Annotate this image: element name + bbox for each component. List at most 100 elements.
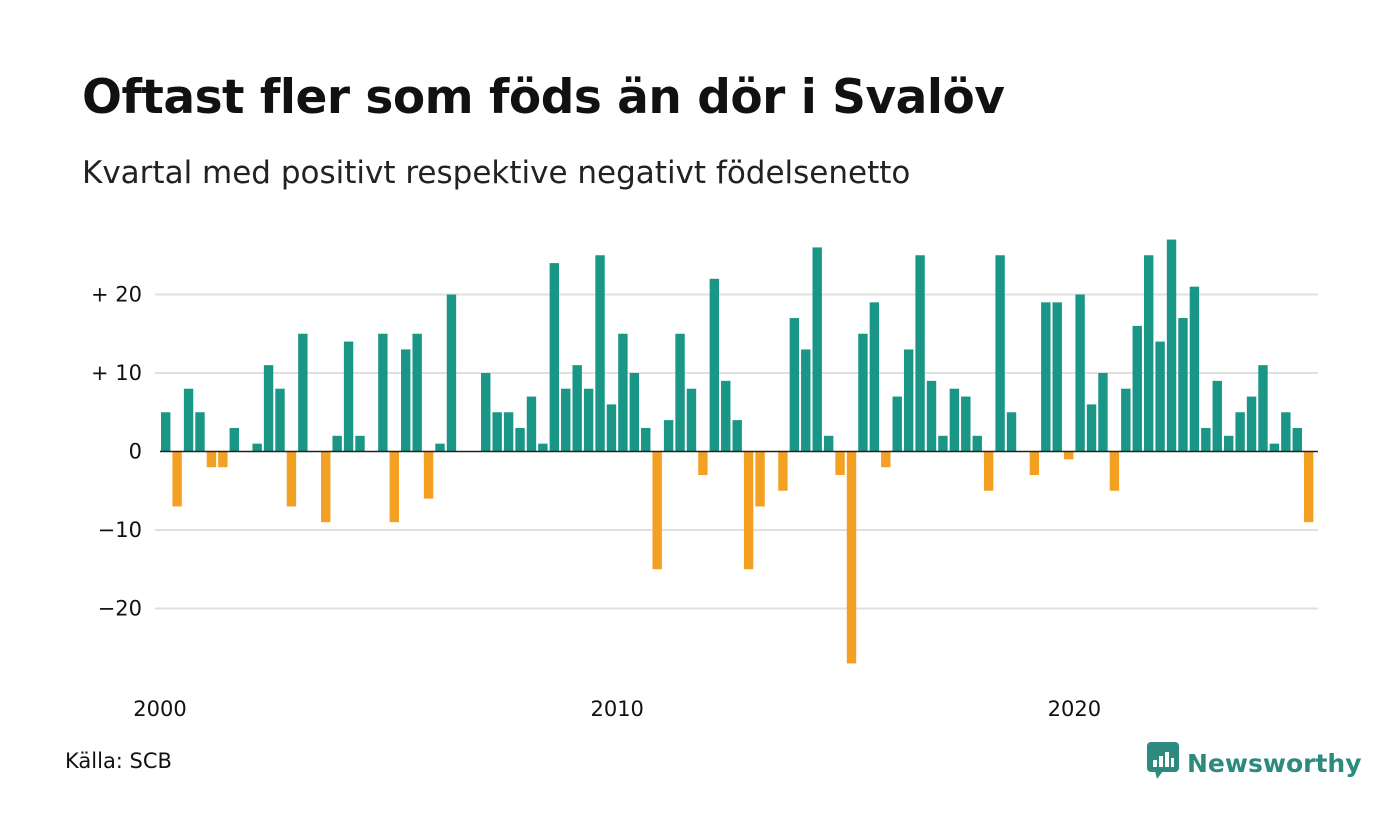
bar (606, 404, 617, 452)
bar (332, 435, 342, 452)
bar (252, 443, 262, 452)
bar (1166, 239, 1177, 452)
chart-title: Oftast fler som föds än dör i Svalöv (82, 70, 1005, 125)
bar (881, 451, 891, 468)
y-tick-label: + 10 (91, 361, 142, 385)
bar (423, 451, 434, 499)
brand-logo[interactable]: Newsworthy (1147, 742, 1362, 784)
bar (743, 451, 754, 570)
bar (161, 412, 171, 452)
bar (823, 435, 834, 452)
bar (801, 349, 811, 452)
bar (641, 427, 651, 452)
bar (812, 247, 822, 452)
bar (1086, 404, 1097, 452)
bar (206, 451, 217, 468)
bar (446, 294, 457, 452)
bar (983, 451, 994, 491)
bar (1109, 451, 1120, 491)
bar (183, 388, 194, 452)
bar (1281, 412, 1291, 452)
y-tick-label: 0 (129, 440, 142, 464)
bar (389, 451, 399, 523)
bar (172, 451, 182, 507)
bar (355, 435, 365, 452)
bar (1075, 294, 1085, 452)
bar (1292, 427, 1302, 452)
bars (161, 239, 1314, 664)
bar (1304, 451, 1314, 523)
bar (618, 333, 628, 452)
source-note: Källa: SCB (65, 749, 172, 773)
bar (1041, 302, 1051, 452)
bar (1235, 412, 1245, 452)
bar (1269, 443, 1280, 452)
bar (401, 349, 411, 452)
bar (652, 451, 662, 570)
bar (503, 412, 514, 452)
bar (1189, 286, 1200, 452)
gridlines (155, 293, 1318, 610)
y-tick-label: −20 (98, 597, 142, 621)
bar (629, 373, 640, 452)
bar (698, 451, 708, 476)
bar (789, 318, 800, 452)
chart-subtitle: Kvartal med positivt respektive negativt… (82, 155, 911, 191)
bar (721, 380, 731, 452)
bar (492, 412, 502, 452)
bar (1212, 380, 1222, 452)
x-axis: 2000 2010 2020 (133, 697, 1101, 721)
bar (286, 451, 297, 507)
bar (1132, 325, 1142, 452)
bar (481, 373, 491, 452)
bar (1258, 365, 1268, 452)
bar (1063, 451, 1074, 460)
bar (686, 388, 697, 452)
bar (195, 412, 205, 452)
bar (1006, 412, 1017, 452)
bar (903, 349, 914, 452)
bar (961, 396, 971, 452)
bar (995, 255, 1005, 452)
bar (275, 388, 285, 452)
bar (583, 388, 594, 452)
bar (1143, 255, 1154, 452)
bar (755, 451, 765, 507)
bar (595, 255, 605, 452)
bar (869, 302, 880, 452)
bar (1052, 302, 1062, 452)
bar (949, 388, 960, 452)
bar (412, 333, 422, 452)
bar (515, 427, 525, 452)
bar (892, 396, 902, 452)
bar (778, 451, 788, 491)
bar (1098, 373, 1108, 452)
bar (561, 388, 571, 452)
bar (1201, 427, 1211, 452)
bar (1246, 396, 1257, 452)
bar (378, 333, 388, 452)
bar (263, 365, 274, 452)
brand-name: Newsworthy (1187, 748, 1362, 778)
y-axis: + 20 + 10 0 −10 −20 (91, 283, 142, 621)
bar (1029, 451, 1040, 476)
bar-chart: + 20 + 10 0 −10 −20 2000 2010 2020 (91, 239, 1318, 721)
bar (663, 420, 674, 452)
bar (732, 420, 742, 452)
x-tick-label: 2020 (1048, 697, 1101, 721)
y-tick-label: + 20 (91, 283, 142, 307)
bar (835, 451, 845, 476)
bar (538, 443, 548, 452)
bar (229, 427, 239, 452)
bar (1178, 318, 1188, 452)
chart-bubble-icon (1147, 742, 1179, 784)
bar (343, 341, 354, 452)
bar (526, 396, 537, 452)
bar (321, 451, 331, 523)
bar (709, 278, 720, 452)
x-tick-label: 2010 (590, 697, 643, 721)
bar (675, 333, 685, 452)
y-tick-label: −10 (98, 518, 142, 542)
bar (938, 435, 948, 452)
bar (298, 333, 308, 452)
